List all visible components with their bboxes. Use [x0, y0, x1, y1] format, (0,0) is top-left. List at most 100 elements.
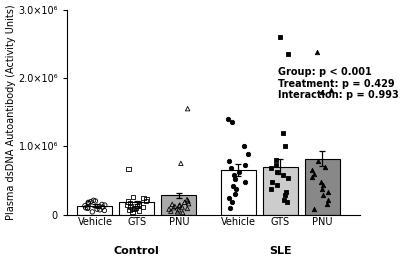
Point [140, 205, 146, 209]
Point [319, 187, 325, 191]
Point [174, 210, 181, 214]
Point [273, 169, 280, 174]
Text: SLE: SLE [269, 246, 292, 256]
Point [184, 106, 191, 111]
Point [281, 198, 288, 202]
Point [230, 184, 237, 188]
Point [179, 205, 186, 209]
Point [143, 199, 150, 203]
Point [84, 206, 91, 210]
Point [232, 177, 238, 181]
Point [100, 205, 106, 209]
Point [273, 163, 279, 167]
Point [82, 204, 88, 208]
Point [233, 187, 239, 191]
Point [84, 206, 91, 211]
Point [180, 210, 186, 215]
Point [231, 192, 238, 196]
Point [85, 200, 92, 204]
Point [94, 204, 100, 209]
Point [82, 206, 89, 210]
Point [89, 210, 96, 214]
Point [176, 204, 182, 208]
Point [319, 183, 326, 187]
Point [284, 200, 290, 204]
Point [268, 166, 274, 170]
Point [225, 117, 231, 121]
Bar [304, 159, 340, 215]
Point [140, 196, 146, 200]
Point [276, 35, 283, 39]
Point [172, 204, 178, 209]
Point [230, 173, 237, 177]
Point [282, 144, 288, 148]
Point [315, 159, 321, 163]
Point [317, 180, 324, 184]
Point [314, 50, 320, 54]
Point [324, 190, 331, 194]
Y-axis label: Plasma dsDNA Autoantibody (Activity Units): Plasma dsDNA Autoantibody (Activity Unit… [6, 4, 16, 220]
Point [86, 201, 92, 206]
Point [136, 201, 142, 206]
Point [92, 199, 99, 203]
Point [226, 159, 232, 163]
Point [226, 195, 232, 200]
Point [311, 171, 317, 176]
Point [186, 201, 192, 206]
Point [268, 187, 274, 191]
Point [94, 207, 100, 211]
Bar [119, 202, 154, 215]
Point [124, 200, 131, 204]
Point [245, 152, 252, 157]
Point [133, 206, 139, 210]
Point [101, 209, 108, 213]
Point [134, 204, 140, 208]
Point [99, 202, 105, 206]
Point [322, 165, 328, 169]
Point [131, 206, 137, 211]
Point [309, 168, 316, 172]
Point [129, 207, 136, 211]
Point [129, 210, 136, 214]
Point [320, 193, 326, 198]
Point [102, 203, 108, 207]
Point [90, 198, 97, 202]
Point [228, 166, 234, 170]
Point [226, 206, 233, 210]
Point [176, 208, 182, 212]
Point [178, 161, 184, 165]
Point [274, 183, 280, 187]
Bar [221, 170, 256, 215]
Point [323, 202, 330, 206]
Point [241, 144, 247, 148]
Point [242, 180, 248, 184]
Bar [78, 206, 112, 215]
Bar [263, 167, 298, 215]
Point [181, 200, 188, 204]
Point [127, 201, 133, 205]
Point [166, 207, 172, 211]
Point [184, 198, 190, 202]
Point [184, 206, 190, 211]
Point [284, 176, 291, 181]
Point [328, 88, 334, 92]
Point [309, 175, 315, 179]
Point [85, 201, 92, 205]
Point [229, 200, 235, 204]
Point [97, 208, 103, 212]
Point [285, 52, 292, 56]
Text: Group: p < 0.001
Treatment: p = 0.429
Interaction: p = 0.993: Group: p < 0.001 Treatment: p = 0.429 In… [278, 67, 399, 100]
Point [319, 90, 326, 94]
Point [96, 204, 102, 209]
Point [136, 203, 142, 207]
Point [126, 208, 132, 212]
Point [127, 204, 134, 209]
Point [283, 190, 289, 194]
Point [280, 173, 286, 177]
Point [236, 170, 242, 174]
Point [311, 207, 317, 211]
Point [324, 198, 331, 202]
Point [125, 167, 132, 171]
Point [144, 198, 150, 202]
Point [280, 130, 286, 135]
